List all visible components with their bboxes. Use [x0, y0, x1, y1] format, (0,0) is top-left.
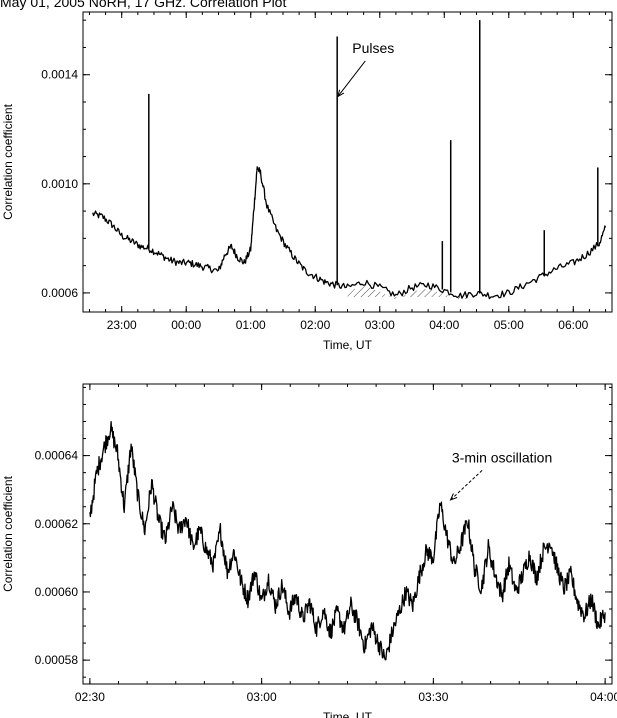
x-axis-title: Time, UT	[323, 338, 373, 352]
y-tick-label: 0.0014	[41, 68, 78, 82]
y-tick-label: 0.0010	[41, 177, 78, 191]
x-tick-label: 05:00	[494, 318, 524, 332]
x-tick-label: 00:00	[171, 318, 201, 332]
page-title: May 01, 2005 NoRH, 17 GHz. Correlation P…	[0, 0, 287, 10]
y-tick-label: 0.00060	[35, 585, 79, 599]
x-tick-label: 01:00	[236, 318, 266, 332]
y-tick-label: 0.00064	[35, 449, 79, 463]
y-axis-title: Correlation coefficient	[1, 103, 15, 220]
x-tick-label: 03:00	[365, 318, 395, 332]
annotation-arrow	[337, 60, 366, 97]
x-tick-label: 02:30	[75, 690, 105, 704]
annotation-arrowhead	[337, 89, 345, 98]
x-tick-label: 04:00	[429, 318, 459, 332]
series-line-2	[89, 421, 606, 661]
y-tick-label: 0.00062	[35, 517, 79, 531]
hatched-region	[347, 286, 477, 300]
annotation-label: Pulses	[352, 40, 394, 56]
x-tick-label: 03:30	[418, 690, 448, 704]
x-tick-label: 23:00	[107, 318, 137, 332]
y-axis-title: Correlation coefficient	[1, 475, 15, 592]
x-axis-title: Time, UT	[323, 710, 373, 718]
annotation-arrow	[450, 470, 483, 501]
x-tick-label: 02:00	[300, 318, 330, 332]
x-tick-label: 04:00	[590, 690, 617, 704]
x-tick-label: 06:00	[558, 318, 588, 332]
y-tick-label: 0.00058	[35, 653, 79, 667]
x-tick-label: 03:00	[247, 690, 277, 704]
y-tick-label: 0.0006	[41, 286, 78, 300]
plot-frame-1	[82, 11, 613, 313]
series-line-1	[92, 166, 607, 300]
annotation-arrowhead	[449, 493, 458, 501]
annotation-label: 3-min oscillation	[452, 449, 552, 465]
